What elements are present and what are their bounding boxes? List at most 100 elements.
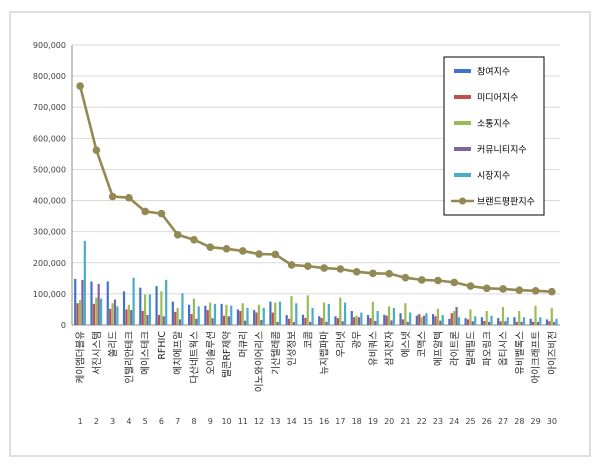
- bar-소통지수-2: [95, 297, 98, 325]
- bar-미디어지수-3: [109, 308, 112, 325]
- bar-소통지수-12: [257, 304, 261, 325]
- bar-시장지수-26: [490, 315, 493, 325]
- bar-커뮤니티지수-7: [178, 319, 182, 325]
- company-name-label: 기산텔레콤: [270, 331, 282, 375]
- bar-소통지수-28: [518, 311, 521, 325]
- bar-소통지수-9: [209, 302, 212, 325]
- company-name-label: 오이솔루션: [206, 331, 217, 375]
- bar-참여지수-23: [432, 314, 435, 325]
- legend-label: 참여지수: [477, 66, 510, 78]
- bar-시장지수-9: [213, 303, 217, 325]
- y-tick-label: 900,000: [33, 41, 66, 50]
- bar-커뮤니티지수-26: [488, 321, 491, 325]
- brand-point-16: [320, 264, 328, 272]
- brand-point-1: [76, 82, 84, 90]
- bar-미디어지수-26: [483, 320, 486, 325]
- bar-커뮤니티지수-22: [422, 315, 426, 325]
- x-tick-label: 5: [143, 417, 148, 426]
- bar-미디어지수-17: [336, 318, 339, 325]
- legend-swatch-커뮤니티지수: [454, 147, 471, 151]
- x-tick-label: 20: [384, 417, 394, 426]
- bar-참여지수-8: [188, 304, 191, 325]
- bar-커뮤니티지수-29: [536, 321, 539, 325]
- bar-미디어지수-23: [434, 316, 437, 325]
- company-name-label: 뉴지랩파마: [319, 331, 331, 375]
- legend-label: 시장지수: [477, 171, 510, 182]
- bar-소통지수-13: [274, 302, 277, 325]
- y-tick-label: 500,000: [33, 165, 66, 174]
- bar-시장지수-15: [311, 307, 314, 325]
- bar-커뮤니티지수-17: [341, 321, 344, 325]
- bar-미디어지수-14: [288, 318, 291, 325]
- y-tick-label: 400,000: [33, 197, 66, 206]
- x-tick-label: 22: [417, 417, 427, 426]
- bar-소통지수-15: [306, 295, 309, 325]
- brand-point-22: [417, 276, 426, 284]
- bar-시장지수-28: [522, 317, 526, 325]
- bar-참여지수-17: [334, 316, 337, 325]
- bar-소통지수-1: [78, 300, 82, 325]
- y-tick-label: 0: [61, 321, 66, 330]
- company-name-label: 라이트론: [450, 331, 461, 366]
- x-tick-label: 26: [482, 417, 492, 426]
- bar-커뮤니티지수-9: [211, 318, 214, 325]
- bar-커뮤니티지수-28: [520, 321, 523, 325]
- bar-시장지수-5: [148, 294, 151, 325]
- bar-미디어지수-15: [304, 317, 307, 325]
- y-tick-label: 200,000: [33, 259, 66, 268]
- brand-point-2: [92, 146, 101, 154]
- bar-시장지수-12: [262, 307, 265, 325]
- legend-swatch-미디어지수: [454, 95, 471, 99]
- x-tick-label: 14: [287, 417, 297, 426]
- bar-커뮤니티지수-20: [390, 320, 393, 325]
- bar-참여지수-30: [545, 319, 549, 325]
- bar-소통지수-7: [176, 307, 179, 325]
- bar-미디어지수-19: [369, 318, 372, 325]
- company-name-label: 아이즈비전: [547, 331, 558, 375]
- bar-시장지수-25: [474, 316, 477, 325]
- x-tick-label: 23: [433, 417, 443, 426]
- company-name-label: 파오링크: [481, 331, 493, 366]
- bar-미디어지수-22: [418, 314, 421, 325]
- bar-미디어지수-16: [320, 317, 323, 325]
- bar-시장지수-23: [441, 315, 444, 325]
- y-tick-label: 300,000: [33, 228, 66, 237]
- legend-swatch-소통지수: [454, 121, 471, 125]
- bar-참여지수-29: [529, 318, 532, 325]
- brand-point-7: [173, 230, 182, 239]
- brand-point-25: [466, 282, 475, 290]
- brand-point-6: [157, 209, 166, 218]
- x-tick-label: 1: [78, 417, 83, 426]
- bar-커뮤니티지수-6: [162, 316, 165, 325]
- bar-참여지수-11: [236, 309, 239, 325]
- bar-미디어지수-10: [222, 315, 226, 325]
- company-name-label: 광무: [351, 331, 363, 349]
- company-name-label: 이노와이어리스: [254, 331, 266, 392]
- bar-미디어지수-9: [206, 310, 209, 325]
- x-tick-label: 9: [208, 417, 213, 426]
- bar-소통지수-5: [144, 294, 147, 325]
- bar-참여지수-27: [497, 318, 500, 325]
- bar-참여지수-3: [106, 281, 109, 325]
- x-tick-label: 17: [335, 417, 345, 426]
- brand-point-18: [352, 268, 361, 276]
- x-tick-label: 28: [514, 417, 524, 426]
- bar-참여지수-13: [269, 301, 272, 325]
- brand-point-17: [336, 265, 345, 273]
- company-name-label: 텔레필드: [465, 331, 477, 366]
- bar-참여지수-21: [399, 313, 402, 325]
- x-tick-label: 27: [498, 417, 508, 426]
- bar-소통지수-17: [339, 297, 342, 325]
- bar-커뮤니티지수-11: [244, 320, 247, 325]
- brand-point-28: [515, 286, 524, 294]
- bar-참여지수-25: [464, 318, 467, 325]
- company-name-label: 유비벨록스: [515, 331, 526, 375]
- bar-참여지수-22: [415, 315, 418, 325]
- bar-참여지수-9: [204, 305, 207, 325]
- bar-참여지수-14: [285, 315, 288, 325]
- company-name-label: 케이엠더블유: [75, 331, 87, 384]
- bar-참여지수-15: [301, 314, 305, 325]
- bar-시장지수-10: [230, 305, 233, 325]
- brand-point-10: [222, 244, 231, 253]
